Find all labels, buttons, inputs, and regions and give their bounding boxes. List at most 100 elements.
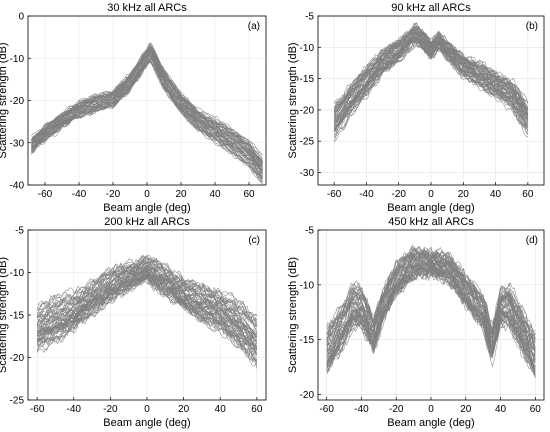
- x-tick-label: 40: [495, 404, 507, 415]
- x-tick-label: 20: [175, 189, 187, 200]
- x-tick-label: 60: [522, 189, 534, 200]
- x-tick-label: -20: [391, 189, 406, 200]
- series-line: [333, 37, 529, 128]
- x-tick-label: -20: [106, 189, 121, 200]
- x-tick-label: 20: [178, 404, 190, 415]
- y-tick-label: -15: [300, 335, 315, 346]
- x-tick-label: 0: [428, 404, 434, 415]
- y-tick-label: -25: [300, 137, 315, 148]
- x-tick-label: -40: [354, 404, 369, 415]
- y-tick-label: -25: [10, 396, 25, 407]
- series-line: [326, 259, 536, 361]
- y-tick-label: -5: [305, 226, 314, 237]
- x-tick-label: 40: [490, 189, 502, 200]
- panel-c: -60 -40 -20 0 20 40 60 -5 -10 -15 -20 -25 200 kHz al…: [0, 216, 267, 429]
- x-tick-label: 0: [144, 189, 150, 200]
- x-tick-label: -20: [103, 404, 118, 415]
- x-tick-label: -60: [30, 404, 45, 415]
- x-tick-label: -60: [327, 189, 342, 200]
- series-line: [326, 250, 536, 348]
- y-tick-label: -20: [300, 390, 315, 401]
- x-tick-label: 0: [428, 189, 434, 200]
- panel-b: -60 -40 -20 0 20 40 60 -5 -10 -15 -20 -25 -30 90 kHz …: [287, 2, 545, 214]
- series-line: [36, 271, 258, 350]
- x-tick-label: 20: [460, 404, 472, 415]
- panel-d: -60 -40 -20 0 20 40 60 -5 -10 -15 -20 450 kHz all A…: [287, 216, 545, 429]
- series-line: [326, 247, 536, 341]
- series-line: [31, 59, 263, 183]
- y-tick-label: -5: [15, 226, 24, 237]
- y-axis-label: Scattering strength (dB): [0, 42, 9, 158]
- x-tick-label: 0: [144, 404, 150, 415]
- series-line: [31, 48, 263, 162]
- x-axis-label: Beam angle (deg): [103, 202, 190, 214]
- series-line: [31, 53, 263, 168]
- x-axis-label: Beam angle (deg): [103, 417, 190, 429]
- y-tick-label: -30: [300, 168, 315, 179]
- series-line: [31, 44, 263, 162]
- x-axis-label: Beam angle (deg): [387, 417, 474, 429]
- x-tick-label: 20: [458, 189, 470, 200]
- y-axis-label: Scattering strength (dB): [0, 257, 9, 373]
- x-tick-label: -40: [67, 404, 82, 415]
- y-tick-label: -5: [305, 12, 314, 23]
- panel-title: 90 kHz all ARCs: [391, 2, 471, 14]
- series-line: [37, 267, 257, 341]
- series-line: [333, 39, 529, 136]
- series-line: [31, 42, 263, 156]
- x-tick-label: 60: [243, 189, 255, 200]
- series-line: [36, 258, 258, 326]
- x-tick-label: -40: [359, 189, 374, 200]
- y-tick-label: -10: [300, 43, 315, 54]
- panel-title: 450 kHz all ARCs: [388, 216, 474, 228]
- panel-tag: (b): [526, 21, 538, 32]
- y-tick-label: -10: [10, 54, 25, 65]
- series-line: [334, 31, 529, 123]
- series-line: [326, 251, 536, 350]
- panel-tag: (a): [248, 21, 260, 32]
- x-tick-label: 40: [209, 189, 221, 200]
- panel-tag: (d): [526, 235, 538, 246]
- panel-title: 200 kHz all ARCs: [104, 216, 190, 228]
- y-tick-label: -10: [10, 268, 25, 279]
- series-line: [326, 260, 536, 375]
- x-axis-label: Beam angle (deg): [387, 202, 474, 214]
- x-tick-label: -40: [72, 189, 87, 200]
- x-tick-label: -20: [389, 404, 404, 415]
- series-line: [333, 30, 529, 113]
- series-group: [36, 253, 258, 369]
- series-group: [333, 22, 529, 143]
- y-tick-label: -15: [300, 74, 315, 85]
- series-line: [326, 260, 536, 372]
- series-line: [36, 255, 257, 317]
- series-line: [326, 247, 536, 339]
- series-line: [37, 267, 258, 343]
- x-tick-label: 40: [215, 404, 227, 415]
- series-line: [326, 244, 536, 343]
- series-line: [36, 274, 257, 356]
- y-tick-label: -20: [10, 96, 25, 107]
- y-tick-label: -15: [10, 311, 25, 322]
- x-tick-label: -60: [319, 404, 334, 415]
- x-tick-label: 60: [530, 404, 542, 415]
- series-line: [326, 247, 536, 356]
- series-group: [326, 244, 536, 379]
- y-axis-label: Scattering strength (dB): [287, 42, 299, 158]
- y-tick-label: -40: [10, 181, 25, 192]
- y-tick-label: -30: [10, 138, 25, 149]
- series-line: [31, 56, 263, 176]
- panel-title: 30 kHz all ARCs: [107, 2, 187, 14]
- series-line: [36, 266, 258, 339]
- series-line: [31, 48, 263, 163]
- series-line: [31, 54, 263, 176]
- series-line: [333, 25, 529, 109]
- panel-a: -60 -40 -20 0 20 40 60 0 -10 -20 -30 -40 30 kHz all …: [0, 2, 267, 214]
- panel-tag: (c): [248, 235, 260, 246]
- series-line: [36, 268, 258, 339]
- series-line: [36, 261, 258, 337]
- series-line: [333, 40, 529, 133]
- y-tick-label: 0: [18, 12, 24, 23]
- x-tick-label: 60: [251, 404, 263, 415]
- series-line: [36, 258, 257, 324]
